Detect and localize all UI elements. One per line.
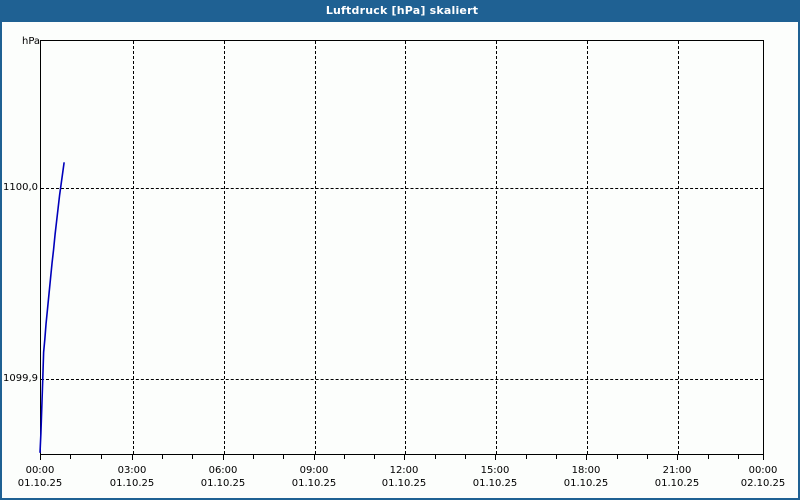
x-tick-label-0: 00:00 01.10.25 (17, 465, 63, 489)
x-tick-label-7: 21:00 01.10.25 (654, 465, 700, 489)
x-tick-minor-0a (70, 455, 71, 459)
x-tick-minor-1a (162, 455, 163, 459)
y-tick-label-1099-9: 1099,9 (3, 373, 38, 384)
gridline-vertical-2100 (678, 41, 679, 454)
x-tick-minor-1b (192, 455, 193, 459)
x-tick-major-2 (223, 455, 224, 460)
page-title: Luftdruck [hPa] skaliert (325, 4, 479, 17)
gridline-vertical-0300 (133, 41, 134, 454)
gridline-vertical-0600 (224, 41, 225, 454)
window-title-bar: Luftdruck [hPa] skaliert (2, 0, 798, 22)
gridline-vertical-1800 (587, 41, 588, 454)
x-tick-label-1: 03:00 01.10.25 (109, 465, 155, 489)
x-tick-label-6: 18:00 01.10.25 (563, 465, 609, 489)
x-tick-label-8: 00:00 02.10.25 (740, 465, 786, 489)
y-axis-unit-label: hPa (22, 36, 41, 47)
plot-area (40, 40, 764, 455)
x-tick-minor-2b (283, 455, 284, 459)
x-tick-minor-3b (374, 455, 375, 459)
x-tick-major-8 (763, 455, 764, 460)
x-tick-major-6 (586, 455, 587, 460)
x-tick-minor-7b (738, 455, 739, 459)
x-tick-minor-6a (617, 455, 618, 459)
gridline-vertical-1200 (405, 41, 406, 454)
x-tick-major-0 (40, 455, 41, 460)
x-tick-minor-5b (556, 455, 557, 459)
x-tick-label-2: 06:00 01.10.25 (200, 465, 246, 489)
gridline-vertical-1500 (496, 41, 497, 454)
x-tick-label-3: 09:00 01.10.25 (291, 465, 337, 489)
x-tick-minor-0b (101, 455, 102, 459)
x-tick-minor-6b (647, 455, 648, 459)
gridline-horizontal-1100-0 (41, 188, 763, 189)
x-tick-minor-4b (465, 455, 466, 459)
x-tick-major-5 (495, 455, 496, 460)
x-tick-major-1 (132, 455, 133, 460)
x-tick-major-7 (677, 455, 678, 460)
y-tick-label-1100-0: 1100,0 (3, 182, 38, 193)
x-tick-minor-3a (344, 455, 345, 459)
gridline-horizontal-1099-9 (41, 379, 763, 380)
x-tick-minor-2a (253, 455, 254, 459)
x-tick-minor-4a (435, 455, 436, 459)
x-tick-label-5: 15:00 01.10.25 (472, 465, 518, 489)
x-tick-label-4: 12:00 01.10.25 (381, 465, 427, 489)
x-tick-minor-7a (708, 455, 709, 459)
gridline-vertical-0900 (315, 41, 316, 454)
x-tick-major-4 (404, 455, 405, 460)
x-tick-minor-5a (526, 455, 527, 459)
x-tick-major-3 (314, 455, 315, 460)
